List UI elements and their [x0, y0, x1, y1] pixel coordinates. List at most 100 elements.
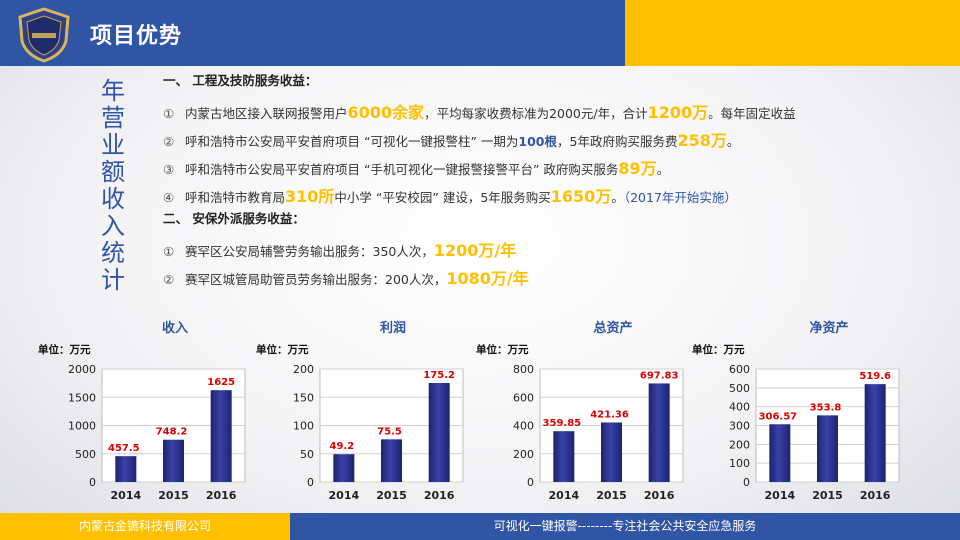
data-label: 75.5: [377, 426, 402, 437]
list-item: ③ 呼和浩特市公安局平安首府项目 “手机可视化一键报警接警平台” 政府购买服务89…: [163, 155, 669, 179]
footer-company: 内蒙古金镳科技有限公司: [78, 519, 211, 533]
y-tick-label: 400: [729, 401, 750, 414]
x-tick-label: 2014: [765, 489, 796, 502]
y-tick-label: 200: [513, 448, 534, 461]
highlight-value: 1650万: [550, 187, 612, 206]
list-item: ① 内蒙古地区接入联网报警用户6000余家，平均每家收费标准为2000元/年，合计…: [163, 99, 796, 123]
page-title: 项目优势: [90, 24, 183, 49]
bar: [210, 390, 232, 482]
y-tick-label: 400: [513, 420, 534, 433]
chart-unit-label: 单位：万元: [476, 344, 529, 356]
chart-net-assets: 净资产 单位：万元 0 100 200 300 400 500 600 306.57 2014 353…: [692, 312, 914, 512]
side-title-char: 额: [101, 158, 125, 186]
item-text: 100根: [518, 134, 557, 149]
item-text: 。: [656, 162, 670, 177]
y-tick-label: 0: [743, 476, 750, 489]
bar: [817, 415, 838, 482]
y-tick-label: 0: [89, 476, 96, 489]
list-item: ④ 呼和浩特市教育局310所中小学 “平安校园” 建设，5年服务购买1650万。（…: [163, 183, 737, 207]
bar: [601, 422, 622, 482]
bar-chart-svg: 0 100 200 300 400 500 600 306.57 2014 353.8 2015 51…: [729, 363, 900, 502]
header-blue-band: [0, 0, 625, 66]
y-tick-label: 0: [527, 476, 534, 489]
x-tick-label: 2015: [376, 489, 407, 502]
bar: [553, 431, 575, 482]
y-tick-label: 50: [300, 448, 314, 461]
shield-logo-icon: [18, 7, 70, 63]
chart-title: 净资产: [809, 321, 849, 336]
item-text: ，5年政府购买服务费: [557, 134, 678, 149]
chart-unit-label: 单位：万元: [256, 344, 309, 356]
side-title-char: 收: [101, 185, 125, 213]
y-tick-label: 1500: [68, 391, 96, 404]
side-title-char: 统: [101, 239, 125, 267]
item-text: 赛罕区城管局助管员劳务输出服务：200人次，: [185, 272, 447, 287]
item-text: 呼和浩特市公安局平安首府项目 “可视化一键报警柱” 一期为: [185, 134, 519, 149]
highlight-value: 310所: [285, 187, 335, 206]
bar: [333, 454, 355, 482]
data-label: 457.5: [108, 443, 140, 454]
side-title-char: 年: [101, 77, 125, 105]
bar: [769, 424, 791, 482]
bar: [648, 383, 670, 482]
item-text: 赛罕区公安局辅警劳务输出服务：350人次，: [185, 244, 434, 259]
y-tick-label: 100: [293, 420, 314, 433]
data-label: 353.8: [810, 402, 842, 413]
chart-unit-label: 单位：万元: [38, 344, 91, 356]
item-text: 内蒙古地区接入联网报警用户: [185, 106, 348, 121]
section-heading: 二、 安保外派服务收益：: [163, 211, 305, 226]
bar: [428, 383, 450, 482]
highlight-value: 1200万/年: [433, 241, 517, 260]
header: 项目优势: [0, 0, 960, 66]
chart-total-assets: 总资产 单位：万元 0 200 400 600 800 359.85 2014 421.36 201…: [476, 312, 698, 512]
data-label: 359.85: [543, 418, 582, 429]
bar: [163, 439, 184, 482]
data-label: 748.2: [156, 427, 188, 438]
bar-chart-svg: 0 50 100 150 200 49.2 2014 75.5 2015 175.2 2016: [293, 363, 464, 502]
highlight-value: 258万: [677, 131, 727, 150]
footer-blue-band: [290, 513, 960, 540]
highlight-value: 6000余家: [347, 103, 425, 122]
data-label: 421.36: [590, 409, 629, 420]
bar-chart-svg: 0 500 1000 1500 2000 457.5 2014 748.2 2015 1625 20…: [68, 363, 246, 502]
x-tick-label: 2015: [812, 489, 843, 502]
x-tick-label: 2016: [424, 489, 455, 502]
data-label: 49.2: [329, 441, 354, 452]
data-label: 1625: [207, 377, 235, 388]
side-title-char: 入: [101, 212, 125, 240]
y-tick-label: 200: [729, 438, 750, 451]
side-title-char: 业: [101, 131, 125, 159]
bar: [381, 439, 402, 482]
chart-title: 利润: [379, 321, 406, 336]
item-number: ④: [163, 190, 175, 205]
chart-title: 总资产: [593, 321, 633, 336]
x-tick-label: 2016: [860, 489, 891, 502]
y-tick-label: 200: [293, 363, 314, 376]
highlight-value: 1080万/年: [446, 269, 529, 288]
y-tick-label: 800: [513, 363, 534, 376]
item-text: 。每年固定收益: [708, 106, 796, 121]
side-title-char: 营: [101, 104, 125, 132]
bar: [864, 384, 886, 482]
chart-profit: 利润 单位：万元 0 50 100 150 200 49.2 2014 75.5 2015 175.2…: [256, 312, 478, 512]
y-tick-label: 2000: [68, 363, 96, 376]
list-item: ② 赛罕区城管局助管员劳务输出服务：200人次，1080万/年: [163, 265, 529, 289]
item-text: 。: [726, 134, 740, 149]
item-text: 呼和浩特市公安局平安首府项目 “手机可视化一键报警接警平台” 政府购买服务: [185, 162, 619, 177]
item-text: （2017年开始实施）: [623, 190, 737, 205]
side-title-char: 计: [101, 266, 125, 294]
data-label: 519.6: [859, 371, 891, 382]
data-label: 697.83: [640, 370, 679, 381]
item-number: ①: [163, 244, 175, 259]
data-label: 175.2: [423, 370, 455, 381]
highlight-value: 89万: [618, 159, 657, 178]
x-tick-label: 2016: [206, 489, 237, 502]
x-tick-label: 2014: [549, 489, 580, 502]
y-tick-label: 0: [307, 476, 314, 489]
y-tick-label: 100: [729, 457, 750, 470]
item-number: ③: [163, 162, 175, 177]
x-tick-label: 2014: [111, 489, 142, 502]
y-tick-label: 600: [513, 391, 534, 404]
data-label: 306.57: [759, 411, 798, 422]
footer-slogan: 可视化一键报警--------专注社会公共安全应急服务: [493, 519, 757, 533]
